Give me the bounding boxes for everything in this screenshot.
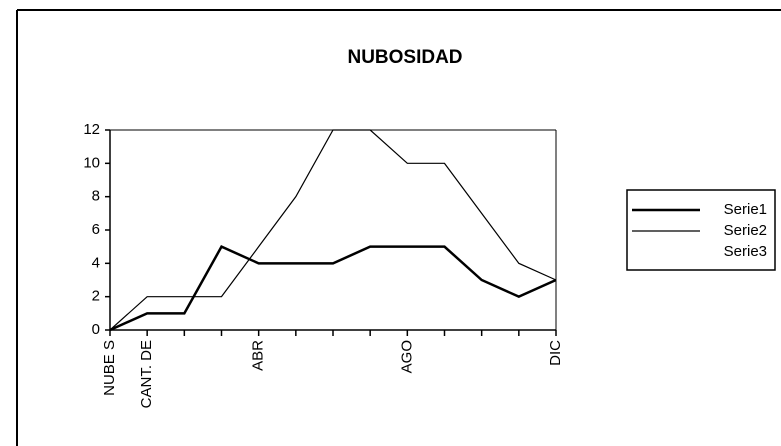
legend-box: [626, 189, 776, 271]
x-tick-label: AGO: [398, 340, 415, 373]
series-line: [109, 245, 557, 332]
y-tick-label: 8: [92, 188, 100, 205]
y-tick-label: 2: [92, 288, 100, 305]
y-tick-label: 10: [83, 154, 100, 171]
y-tick-label: 4: [92, 254, 100, 271]
legend-label: Serie2: [724, 222, 767, 239]
x-tick-label: NUBE S: [101, 340, 118, 396]
y-tick-label: 6: [92, 221, 100, 238]
x-tick-label: CANT. DE: [138, 340, 155, 408]
series-line: [109, 129, 557, 331]
legend-label: Serie3: [724, 243, 767, 260]
chart-title: NUBOSIDAD: [347, 47, 462, 68]
legend-label: Serie1: [724, 201, 767, 218]
y-tick-label: 0: [92, 321, 100, 338]
y-tick-label: 12: [83, 121, 100, 138]
x-tick-label: DIC: [547, 340, 564, 366]
x-tick-label: ABR: [250, 340, 267, 371]
